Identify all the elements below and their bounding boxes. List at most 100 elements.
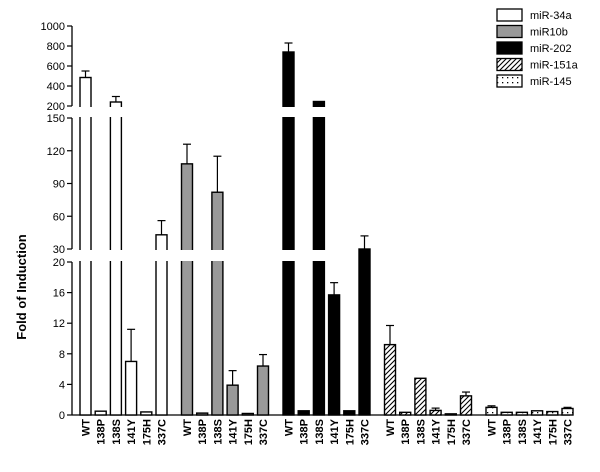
x-tick-label: 175H xyxy=(547,419,559,445)
bar xyxy=(414,377,427,416)
legend: miR-34a miR10b miR-202 miR-151a miR-145 xyxy=(496,8,579,88)
x-tick-label: WT xyxy=(182,419,194,436)
x-tick-label: 138S xyxy=(415,419,427,445)
x-tick-label: 138P xyxy=(299,419,311,445)
bar xyxy=(546,410,559,416)
bar xyxy=(211,191,224,416)
bar-break-gap xyxy=(180,250,194,261)
y-tick-label: 120 xyxy=(47,146,65,158)
y-tick-label: 400 xyxy=(47,81,65,93)
x-tick-label: 337C xyxy=(461,419,473,445)
x-tick-label: 141Y xyxy=(126,418,138,444)
legend-label: miR-34a xyxy=(530,10,572,22)
bar xyxy=(282,51,295,416)
bar-break-gap xyxy=(281,107,296,117)
x-tick-label: 175H xyxy=(243,419,255,445)
bar xyxy=(327,294,341,416)
legend-label: miR-151a xyxy=(530,60,579,72)
legend-swatch xyxy=(496,41,523,55)
y-tick-label: 60 xyxy=(53,211,65,223)
bar-break-gap xyxy=(78,250,93,261)
bar-break-gap xyxy=(281,250,296,261)
y-tick-label: 8 xyxy=(59,349,65,361)
x-tick-label: WT xyxy=(284,419,296,436)
x-tick-label: 141Y xyxy=(431,418,443,444)
legend-label: miR-202 xyxy=(530,43,572,55)
x-tick-label: 138P xyxy=(96,419,108,445)
x-tick-label: WT xyxy=(385,419,397,436)
x-tick-label: 138S xyxy=(212,419,224,445)
bar xyxy=(485,406,498,416)
x-tick-label: 141Y xyxy=(228,418,240,444)
x-tick-label: 337C xyxy=(563,419,575,445)
legend-label: miR10b xyxy=(530,27,568,39)
bar xyxy=(226,384,239,416)
x-tick-label: 337C xyxy=(360,419,372,445)
bar-break-gap xyxy=(210,250,225,261)
bar xyxy=(241,412,255,416)
x-tick-label: 337C xyxy=(258,419,270,445)
x-tick-label: 141Y xyxy=(532,418,544,444)
y-tick-label: 30 xyxy=(53,244,65,256)
bar-group-mir-202 xyxy=(281,42,371,416)
y-tick-label: 20 xyxy=(53,257,65,269)
x-tick-label: 138P xyxy=(197,419,209,445)
bar xyxy=(94,410,107,416)
x-tick-label: 138P xyxy=(400,419,412,445)
bar xyxy=(297,410,310,416)
y-tick-label: 150 xyxy=(47,113,65,125)
bar xyxy=(343,410,356,416)
bar-break-gap xyxy=(108,107,123,117)
bar xyxy=(79,76,92,416)
bar-group-mir-34a xyxy=(78,70,169,416)
x-tick-label: 175H xyxy=(446,419,458,445)
bar xyxy=(256,365,270,416)
bar xyxy=(180,163,194,416)
bar xyxy=(155,234,168,416)
bar xyxy=(124,360,138,416)
bar-break-gap xyxy=(311,250,326,261)
bar xyxy=(358,248,371,416)
x-tick-label: WT xyxy=(81,419,93,436)
x-tick-label: 138P xyxy=(502,419,514,445)
bar-break-gap xyxy=(154,250,169,261)
bar xyxy=(459,395,473,416)
bar xyxy=(140,411,153,416)
legend-swatch xyxy=(496,74,523,88)
x-tick-label: 337C xyxy=(157,419,169,445)
bar xyxy=(444,413,457,416)
x-tick-label: 175H xyxy=(344,419,356,445)
bar xyxy=(515,411,529,416)
y-tick-label: 800 xyxy=(47,41,65,53)
bar xyxy=(500,411,513,416)
y-tick-label: 12 xyxy=(53,318,65,330)
bar-group-mir10b xyxy=(180,143,270,416)
bar-break-gap xyxy=(78,107,93,117)
legend-label: miR-145 xyxy=(530,76,572,88)
bar-group-mir-145 xyxy=(485,405,574,416)
bar xyxy=(561,407,574,416)
x-tick-label: 138S xyxy=(517,419,529,445)
bar xyxy=(383,343,397,416)
y-tick-label: 600 xyxy=(47,61,65,73)
bars-group xyxy=(78,42,574,416)
bar-break-gap xyxy=(108,250,123,261)
y-tick-label: 4 xyxy=(59,379,65,391)
x-tick-label: 175H xyxy=(141,419,153,445)
bar xyxy=(399,411,412,416)
x-tick-label: WT xyxy=(487,419,499,436)
x-tick-label: 141Y xyxy=(329,418,341,444)
category-labels: WT 138P 138S 141Y 175H 337C WT 138P 138S 141Y 175H… xyxy=(81,418,575,445)
x-tick-label: 138S xyxy=(314,419,326,445)
y-tick-label: 0 xyxy=(59,410,65,422)
x-tick-label: 138S xyxy=(111,419,123,445)
bar-group-mir-151a xyxy=(383,324,473,416)
y-axis-title: Fold of Induction xyxy=(14,234,29,339)
bar xyxy=(195,412,209,416)
legend-swatch xyxy=(496,57,523,72)
bar xyxy=(530,410,544,416)
legend-swatch xyxy=(496,8,523,22)
